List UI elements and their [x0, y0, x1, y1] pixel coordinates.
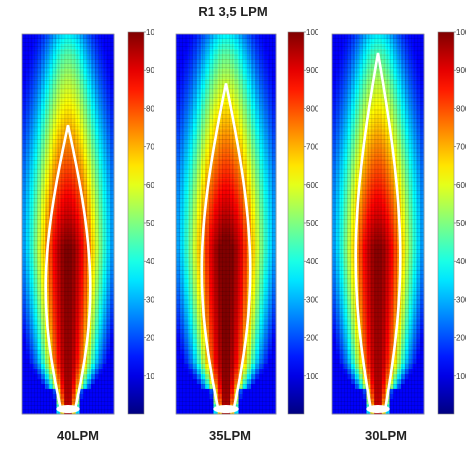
colorbar-tick-label: 500	[146, 219, 154, 228]
colorbar-tick-label: 300	[306, 295, 318, 304]
colorbar	[127, 31, 145, 415]
colorbar-tick-label: 600	[456, 181, 466, 190]
colorbar-tick-label: 100	[456, 372, 466, 381]
panel-label-40lpm: 40LPM	[57, 428, 99, 443]
colorbar-tick-label: 500	[456, 219, 466, 228]
flame-outline	[200, 83, 252, 409]
colorbar-tick-label: 700	[146, 143, 154, 152]
colorbar-tick-label: 200	[456, 334, 466, 343]
colorbar-tick-label: 200	[306, 334, 318, 343]
heatmap-panel-svg: 100 200 300 400 500 600 700 800 900 1000	[21, 28, 154, 415]
heatmap-field	[176, 34, 277, 415]
colorbar-tick-label: 600	[146, 181, 154, 190]
colorbar-tick-label: 200	[146, 334, 154, 343]
colorbar-tick-label: 900	[456, 66, 466, 75]
panel-label-30lpm: 30LPM	[365, 428, 407, 443]
panel-label-35lpm: 35LPM	[209, 428, 251, 443]
colorbar-tick-label: 100	[146, 372, 154, 381]
colorbar-tick-label: 300	[146, 295, 154, 304]
heatmap-panel-svg: 100 200 300 400 500 600 700 800 900 1000	[331, 28, 466, 415]
plot-frame	[175, 33, 277, 415]
colorbar-tick-label: 400	[146, 257, 154, 266]
nozzle-marker	[366, 405, 390, 413]
colorbar-tick-label: 700	[306, 143, 318, 152]
heatmap-panel-40lpm: 100 200 300 400 500 600 700 800 900 1000	[14, 22, 154, 422]
plot-frame	[331, 33, 425, 415]
colorbar-tick-label: 600	[306, 181, 318, 190]
colorbar-tick-label: 400	[306, 257, 318, 266]
colorbar-tick-label: 1000	[146, 28, 154, 37]
chart-title: R1 3,5 LPM	[198, 4, 268, 19]
colorbar-tick-label: 400	[456, 257, 466, 266]
colorbar-tick-label: 100	[306, 372, 318, 381]
colorbar-tick-label: 800	[146, 104, 154, 113]
heatmap-panel-svg: 100 200 300 400 500 600 700 800 900 1000	[175, 28, 318, 415]
colorbar-tick-label: 700	[456, 143, 466, 152]
colorbar-tick-label: 800	[456, 104, 466, 113]
flame-outline	[44, 124, 92, 409]
nozzle-marker	[56, 405, 80, 413]
colorbar	[287, 31, 305, 415]
colorbar-tick-label: 800	[306, 104, 318, 113]
mesh-grid	[175, 33, 277, 415]
heatmap-panel-35lpm: 100 200 300 400 500 600 700 800 900 1000	[168, 22, 318, 422]
colorbar	[437, 31, 455, 415]
nozzle-marker	[213, 405, 239, 413]
flame-outline	[354, 52, 402, 409]
colorbar-tick-label: 900	[306, 66, 318, 75]
colorbar-tick-label: 500	[306, 219, 318, 228]
colorbar-tick-label: 900	[146, 66, 154, 75]
colorbar-tick-label: 1000	[306, 28, 318, 37]
plot-frame	[21, 33, 115, 415]
colorbar-tick-label: 300	[456, 295, 466, 304]
colorbar-tick-label: 1000	[456, 28, 466, 37]
heatmap-panel-30lpm: 100 200 300 400 500 600 700 800 900 1000	[326, 22, 466, 422]
